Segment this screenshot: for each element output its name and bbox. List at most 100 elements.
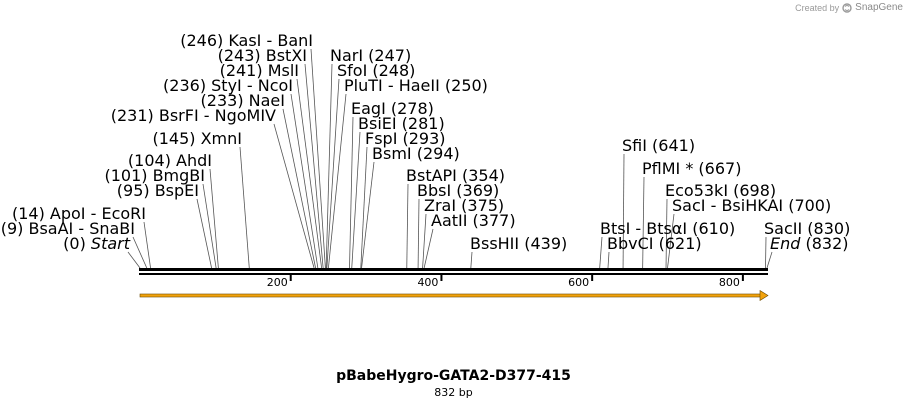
- site-label: BbsI (369): [417, 181, 499, 200]
- enzyme-name: EcoRI: [101, 204, 146, 223]
- site-position: (641): [647, 136, 695, 155]
- site-label: (241) MslI: [220, 61, 299, 80]
- site-position: (104): [128, 151, 176, 170]
- enzyme-name: SnaBI: [89, 219, 135, 238]
- site-label: SacI - BsiHKAI (700): [672, 196, 831, 215]
- sequence-name: pBabeHygro-GATA2-D377-415: [336, 368, 571, 384]
- site-position: (0): [63, 234, 91, 253]
- site-position: (14): [12, 204, 50, 223]
- enzyme-name: BsaAI: [28, 219, 73, 238]
- leader-line: [470, 251, 473, 269]
- enzyme-name: HaeII: [399, 76, 440, 95]
- site-position: (375): [456, 196, 504, 215]
- site-label: (246) KasI - BanI: [180, 31, 313, 50]
- site-position: (667): [693, 159, 741, 178]
- enzyme-name: KasI: [228, 31, 261, 50]
- site-position: (293): [397, 129, 445, 148]
- enzyme-separator: -: [73, 219, 89, 238]
- site-position: (621): [654, 234, 702, 253]
- site-label: ZraI (375): [424, 196, 504, 215]
- enzyme-name: SfiI: [622, 136, 647, 155]
- enzyme-name: AatII: [431, 211, 467, 230]
- leader-line: [310, 48, 326, 269]
- enzyme-name: BsrFI: [159, 106, 199, 125]
- leader-line: [417, 198, 420, 269]
- enzyme-name: BanI: [277, 31, 313, 50]
- credit-brand: SnapGene: [855, 2, 903, 13]
- site-position: (832): [800, 234, 848, 253]
- backbone-upper-strand: [139, 268, 768, 271]
- enzyme-name: SfoI: [337, 61, 367, 80]
- site-label: SfiI (641): [622, 136, 695, 155]
- site-label: End (832): [770, 234, 849, 253]
- site-label: (101) BmgBI: [104, 166, 205, 185]
- enzyme-separator: -: [86, 204, 102, 223]
- site-label: (243) BstXI: [218, 46, 307, 65]
- leader-line: [361, 161, 375, 269]
- enzyme-name: EagI: [351, 99, 386, 118]
- label-leader-lines: [127, 48, 773, 269]
- leader-line: [282, 108, 316, 269]
- site-position: (95): [117, 181, 155, 200]
- leader-line: [239, 146, 250, 269]
- site-position: (830): [802, 219, 850, 238]
- site-label: AatII (377): [431, 211, 516, 230]
- site-label: (145) XmnI: [152, 129, 242, 148]
- enzyme-separator: -: [383, 76, 399, 95]
- position-ticks: 200 400 600 800: [267, 275, 744, 289]
- map-title: pBabeHygro-GATA2-D377-415 832 bp: [0, 368, 907, 399]
- site-label: SfoI (248): [337, 61, 415, 80]
- enzyme-name: BssHII: [470, 234, 519, 253]
- site-label: NarI (247): [330, 46, 411, 65]
- leader-line: [765, 236, 767, 269]
- site-label: BtsI - BtsαI (610): [600, 219, 735, 238]
- enzyme-name: BbvCI: [607, 234, 654, 253]
- enzyme-name: BspEI: [155, 181, 199, 200]
- enzyme-name: NarI: [330, 46, 363, 65]
- leader-line: [599, 236, 603, 269]
- site-position: (248): [367, 61, 415, 80]
- leader-line: [296, 78, 323, 269]
- leader-line: [622, 153, 625, 269]
- site-label: EagI (278): [351, 99, 434, 118]
- site-label: (231) BsrFI - NgoMIV: [111, 106, 276, 125]
- leader-line: [304, 63, 324, 269]
- site-label: PluTI - HaeII (250): [344, 76, 488, 95]
- leader-line: [360, 146, 368, 269]
- site-label: (95) BspEI: [117, 181, 199, 200]
- leader-line: [351, 131, 361, 269]
- site-label: (233) NaeI: [201, 91, 285, 110]
- site-position: (700): [783, 196, 831, 215]
- leader-line: [273, 123, 315, 269]
- leader-line: [326, 78, 340, 269]
- leader-line: [202, 183, 217, 269]
- site-label: (14) ApoI - EcoRI: [12, 204, 146, 223]
- leader-line: [196, 198, 212, 269]
- site-label: (104) AhdI: [128, 151, 212, 170]
- site-label: BbvCI (621): [607, 234, 702, 253]
- site-labels: (246) KasI - BanI(243) BstXI(241) MslI(2…: [1, 31, 851, 253]
- restriction-map: 200 400 600 800 (246) KasI - BanI(243) BstX…: [1, 31, 851, 302]
- enzyme-name: BstXI: [266, 46, 307, 65]
- leader-line: [607, 251, 610, 269]
- enzyme-name: BtsαI: [646, 219, 687, 238]
- site-label: BssHII (439): [470, 234, 567, 253]
- site-position: (241): [220, 61, 268, 80]
- credit-prefix: Created by: [795, 2, 840, 13]
- leader-line: [423, 228, 434, 269]
- leader-line: [642, 176, 645, 269]
- enzyme-name: NgoMIV: [215, 106, 276, 125]
- site-position: (610): [687, 219, 735, 238]
- leader-line: [328, 93, 347, 269]
- leader-line: [349, 116, 354, 269]
- enzyme-name: ZraI: [424, 196, 456, 215]
- site-position: (377): [467, 211, 515, 230]
- enzyme-name: BsmI: [372, 144, 412, 163]
- enzyme-name: NcoI: [258, 76, 293, 95]
- leader-line: [406, 183, 409, 269]
- enzyme-separator: -: [199, 106, 215, 125]
- enzyme-name: MslI: [268, 61, 299, 80]
- enzyme-name: ApoI: [50, 204, 86, 223]
- leader-line: [325, 63, 333, 269]
- site-position: (233): [201, 91, 249, 110]
